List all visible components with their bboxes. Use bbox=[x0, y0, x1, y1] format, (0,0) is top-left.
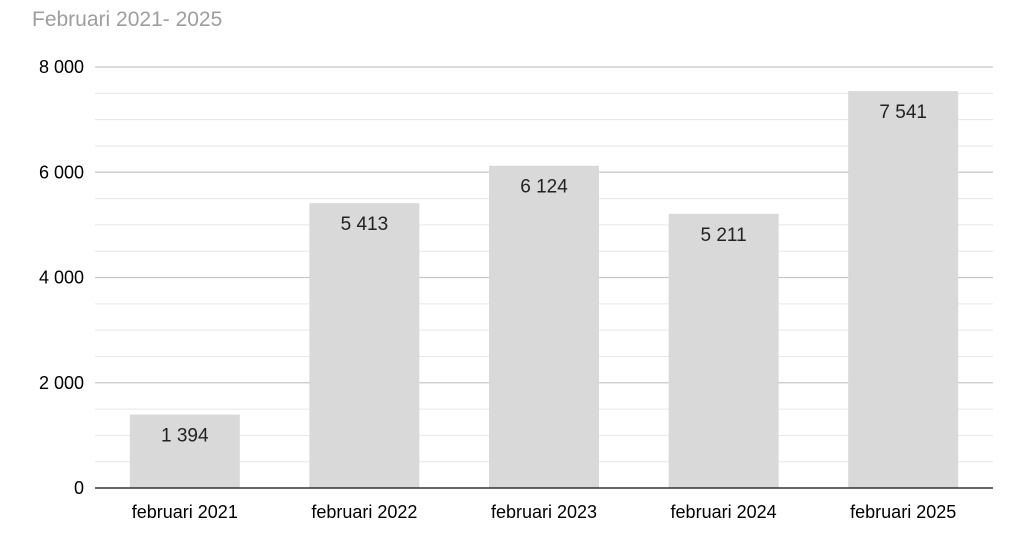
y-tick-label: 0 bbox=[74, 478, 84, 498]
x-axis-categories: februari 2021 februari 2022 februari 2023 f… bbox=[132, 502, 956, 522]
y-tick-label: 4 000 bbox=[39, 268, 84, 288]
data-label: 6 124 bbox=[520, 177, 568, 198]
x-category-label: februari 2023 bbox=[491, 502, 597, 522]
bar bbox=[129, 414, 240, 488]
x-category-label: februari 2021 bbox=[132, 502, 238, 522]
bars: 1 394 5 413 6 124 5 211 7 541 bbox=[129, 91, 959, 489]
x-category-label: februari 2022 bbox=[311, 502, 417, 522]
y-tick-label: 8 000 bbox=[39, 57, 84, 77]
bar bbox=[668, 213, 779, 488]
x-category-label: februari 2025 bbox=[850, 502, 956, 522]
x-category-label: februari 2024 bbox=[671, 502, 777, 522]
y-tick-label: 6 000 bbox=[39, 162, 84, 182]
bar bbox=[848, 91, 959, 488]
bar bbox=[309, 203, 420, 488]
bar bbox=[489, 165, 599, 489]
data-label: 5 413 bbox=[341, 214, 389, 235]
data-label: 7 541 bbox=[879, 102, 927, 123]
data-label: 1 394 bbox=[161, 426, 209, 447]
y-tick-label: 2 000 bbox=[39, 373, 84, 393]
data-label: 5 211 bbox=[701, 225, 747, 246]
y-axis-ticks: 0 2 000 4 000 6 000 8 000 bbox=[39, 57, 84, 498]
chart-title: Februari 2021- 2025 bbox=[32, 8, 223, 31]
